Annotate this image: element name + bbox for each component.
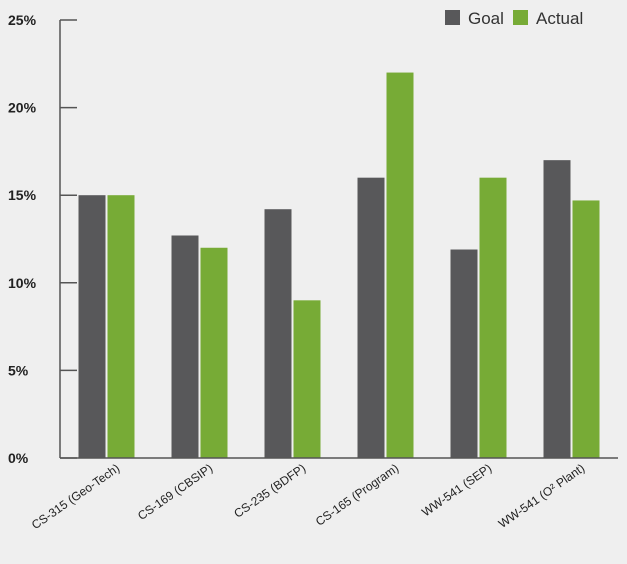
y-tick-label: 15% bbox=[8, 187, 37, 203]
bar-goal bbox=[264, 209, 292, 458]
y-tick-label: 20% bbox=[8, 100, 37, 116]
y-tick-label: 10% bbox=[8, 275, 37, 291]
y-tick-label: 0% bbox=[8, 450, 29, 466]
bar-actual bbox=[200, 247, 228, 458]
bar-actual bbox=[107, 195, 135, 458]
bar-actual bbox=[386, 72, 414, 458]
y-tick-label: 25% bbox=[8, 12, 37, 28]
y-tick-label: 5% bbox=[8, 362, 29, 378]
bar-goal bbox=[78, 195, 106, 458]
bar-actual bbox=[572, 200, 600, 458]
bar-goal bbox=[450, 249, 478, 458]
legend-label-actual: Actual bbox=[536, 9, 583, 28]
bar-actual bbox=[293, 300, 321, 458]
bar-goal bbox=[171, 235, 199, 458]
bar-actual bbox=[479, 177, 507, 458]
legend-label-goal: Goal bbox=[468, 9, 504, 28]
y-axis: 0% 5% 10% 15% 20% 25% bbox=[8, 12, 77, 466]
legend-swatch-actual bbox=[513, 10, 528, 25]
bar-goal bbox=[357, 177, 385, 458]
bar-goal bbox=[543, 160, 571, 458]
bars-group bbox=[78, 72, 600, 458]
legend-swatch-goal bbox=[445, 10, 460, 25]
legend: Goal Actual bbox=[445, 9, 583, 28]
